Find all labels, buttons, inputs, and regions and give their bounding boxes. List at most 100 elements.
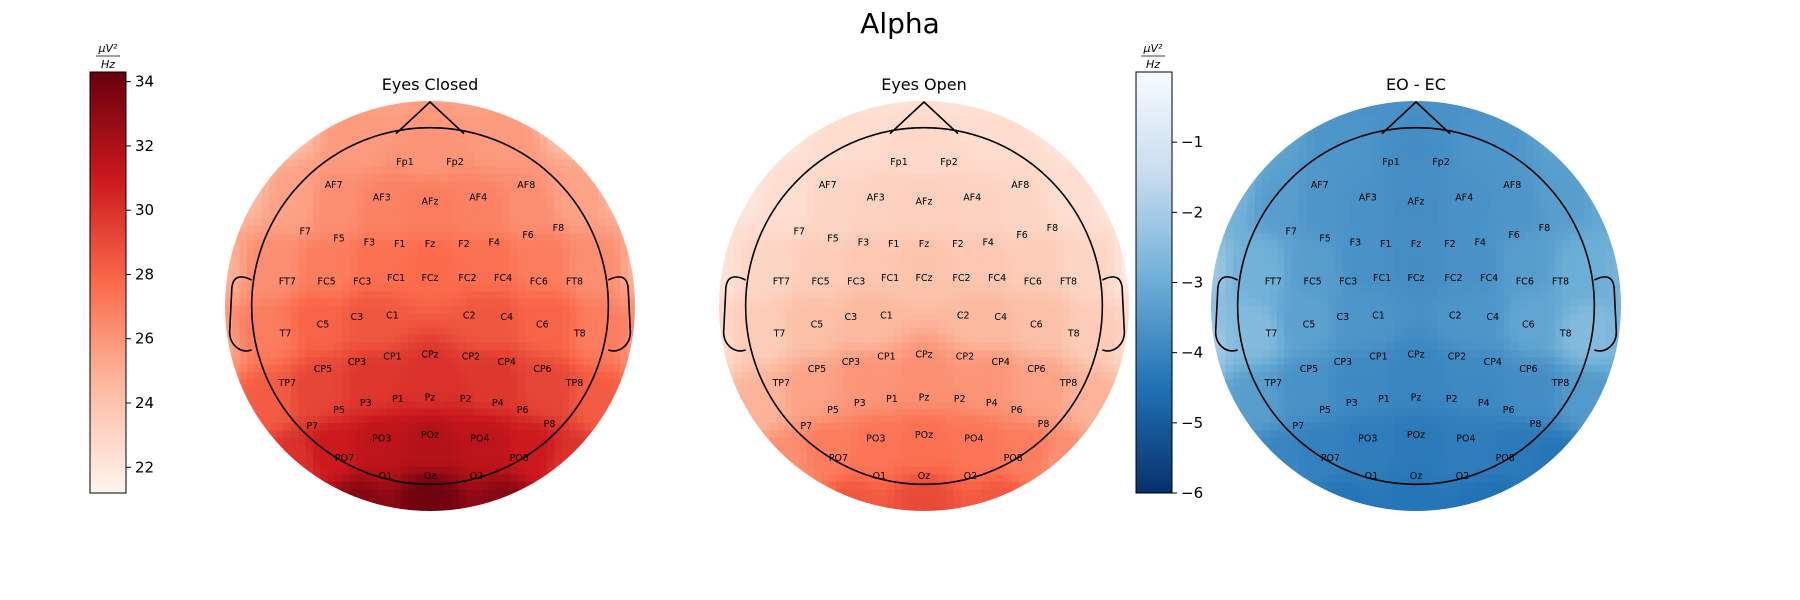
electrode-label-fp2: Fp2 (446, 157, 464, 168)
electrode-label-f3: F3 (1350, 237, 1362, 248)
colorbar-unit-numerator: μV² (1143, 42, 1164, 55)
electrode-label-fc6: FC6 (530, 277, 548, 288)
electrode-label-po8: PO8 (1004, 453, 1023, 464)
left-ear-outline (228, 276, 253, 352)
electrode-label-p1: P1 (886, 394, 898, 405)
heatmap-field (719, 101, 1129, 511)
electrode-label-po4: PO4 (964, 434, 983, 445)
electrode-label-o2: O2 (1456, 471, 1470, 482)
colorbar-tick-label: 22 (135, 458, 154, 476)
electrode-label-poz: POz (915, 430, 933, 441)
electrode-label-po3: PO3 (866, 434, 885, 445)
electrode-label-p6: P6 (1503, 405, 1515, 416)
electrode-label-t8: T8 (1559, 328, 1572, 339)
electrode-label-tp7: TP7 (278, 378, 297, 389)
electrode-label-pz: Pz (919, 393, 930, 404)
electrode-label-c3: C3 (1337, 312, 1350, 323)
colorbar-blues: −1 −2 −3 −4 −5 −6 μV² Hz (1135, 42, 1203, 502)
right-ear-outline (1101, 276, 1126, 352)
electrode-label-c3: C3 (845, 312, 858, 323)
electrode-label-fc3: FC3 (1339, 277, 1357, 288)
electrode-label-f1: F1 (1380, 239, 1392, 250)
electrode-label-cpz: CPz (421, 350, 438, 361)
electrode-label-af7: AF7 (1311, 180, 1329, 191)
electrode-label-p5: P5 (333, 405, 345, 416)
electrode-label-ft8: FT8 (1552, 277, 1569, 288)
electrode-label-tp7: TP7 (772, 378, 791, 389)
electrode-label-pz: Pz (425, 393, 436, 404)
heatmap-field (1211, 101, 1621, 511)
colorbar-tick-label: 24 (135, 394, 154, 412)
electrode-label-c4: C4 (1486, 312, 1499, 323)
electrode-label-cp1: CP1 (877, 351, 895, 362)
subplot-title: Eyes Closed (382, 75, 479, 94)
electrode-label-fc4: FC4 (1480, 273, 1498, 284)
electrode-label-p4: P4 (986, 398, 998, 409)
electrode-label-fc5: FC5 (812, 277, 830, 288)
electrode-label-fcz: FCz (421, 273, 438, 284)
electrode-label-afz: AFz (1408, 196, 1425, 207)
heatmap-field (225, 101, 635, 511)
electrode-label-p1: P1 (1378, 394, 1390, 405)
electrode-label-c4: C4 (500, 312, 513, 323)
electrode-label-af3: AF3 (373, 193, 391, 204)
electrode-label-fz: Fz (1411, 239, 1421, 250)
electrode-label-o1: O1 (379, 471, 393, 482)
electrode-label-c2: C2 (463, 310, 476, 321)
electrode-label-ft8: FT8 (566, 277, 583, 288)
electrode-label-f8: F8 (1539, 223, 1551, 234)
topomap-2: Fp1 Fp2 AF7 AF3 AFz AF4 AF8 F7 F5 F3 F1 Fz F2 F4 F6 F8 F… (719, 75, 1129, 511)
electrode-label-p8: P8 (1530, 419, 1542, 430)
colorbars: 22 24 26 28 30 32 34 μV² Hz −1 −2 −3 −4 −5 −6 μV² Hz (89, 42, 1203, 502)
electrode-label-cp5: CP5 (314, 364, 332, 375)
colorbar-gradient (89, 71, 127, 494)
electrode-label-po3: PO3 (372, 434, 391, 445)
electrode-label-p7: P7 (306, 421, 318, 432)
electrode-label-c1: C1 (880, 310, 893, 321)
electrode-label-af3: AF3 (867, 193, 885, 204)
colorbar-unit-numerator: μV² (98, 42, 119, 55)
colorbar-tick-label: −4 (1181, 344, 1203, 362)
electrode-label-oz: Oz (1410, 471, 1422, 482)
electrode-label-fcz: FCz (1407, 273, 1424, 284)
left-ear-outline (722, 276, 747, 352)
electrode-label-tp8: TP8 (565, 378, 584, 389)
electrode-label-po7: PO7 (335, 453, 354, 464)
electrode-label-f5: F5 (827, 234, 839, 245)
electrode-label-pz: Pz (1411, 393, 1422, 404)
electrode-label-af4: AF4 (963, 193, 981, 204)
electrode-label-cp5: CP5 (1300, 364, 1318, 375)
electrode-label-c2: C2 (957, 310, 970, 321)
electrode-label-p6: P6 (1011, 405, 1023, 416)
colorbar-tick-label: −3 (1181, 274, 1203, 292)
electrode-label-cp6: CP6 (533, 364, 551, 375)
electrode-label-f7: F7 (1285, 227, 1297, 238)
electrode-label-cp4: CP4 (497, 357, 515, 368)
head-outline (1236, 126, 1596, 486)
electrode-label-c2: C2 (1449, 310, 1462, 321)
electrode-label-cp3: CP3 (842, 357, 860, 368)
electrode-label-cp3: CP3 (1334, 357, 1352, 368)
electrode-label-p7: P7 (1292, 421, 1304, 432)
electrode-label-c4: C4 (994, 312, 1007, 323)
electrode-label-fc1: FC1 (881, 273, 899, 284)
electrode-label-f5: F5 (333, 234, 345, 245)
colorbar-tick-label: −2 (1181, 203, 1203, 221)
colorbar-gradient (1135, 71, 1173, 494)
electrode-label-af7: AF7 (819, 180, 837, 191)
subplot-title: EO - EC (1386, 75, 1446, 94)
electrode-label-fc3: FC3 (847, 277, 865, 288)
electrode-label-cp6: CP6 (1027, 364, 1045, 375)
electrode-label-cp6: CP6 (1519, 364, 1537, 375)
electrode-label-f2: F2 (952, 239, 964, 250)
electrode-label-cp5: CP5 (808, 364, 826, 375)
colorbar-reds: 22 24 26 28 30 32 34 μV² Hz (89, 42, 154, 494)
colorbar-unit-denominator: Hz (101, 58, 115, 71)
electrode-label-af3: AF3 (1359, 193, 1377, 204)
electrode-label-af8: AF8 (1011, 180, 1029, 191)
electrode-label-f8: F8 (1047, 223, 1059, 234)
topomaps: Fp1 Fp2 AF7 AF3 AFz AF4 AF8 F7 F5 F3 F1 Fz F2 F4 F6 F8 F… (225, 75, 1621, 511)
electrode-label-af8: AF8 (517, 180, 535, 191)
electrode-label-fp2: Fp2 (940, 157, 958, 168)
